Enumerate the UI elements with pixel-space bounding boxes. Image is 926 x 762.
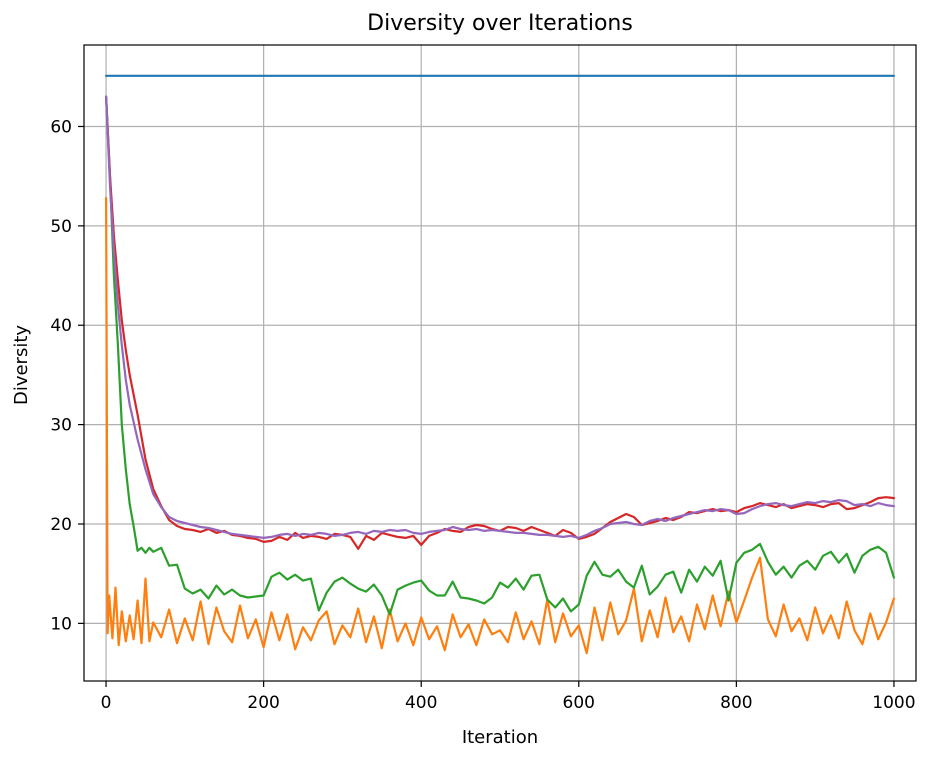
x-tick-label: 200 [247, 693, 279, 713]
series-line-3 [104, 95, 896, 616]
y-tick-label: 20 [50, 515, 72, 535]
series-lines [104, 74, 896, 655]
y-tick-label: 10 [50, 614, 72, 634]
series-line-5 [104, 95, 896, 540]
y-tick-label: 30 [50, 416, 72, 436]
x-tick-label: 0 [101, 693, 112, 713]
grid-lines [84, 45, 916, 681]
x-tick-label: 600 [563, 693, 595, 713]
chart-title: Diversity over Iterations [367, 11, 633, 36]
y-tick-label: 50 [50, 217, 72, 237]
y-tick-label: 40 [50, 316, 72, 336]
y-axis-label: Diversity [11, 325, 32, 405]
x-axis-label: Iteration [462, 727, 538, 748]
axis-ticks: 0 200 400 600 800 1000 10 20 30 40 50 60 [50, 117, 915, 713]
y-tick-label: 60 [50, 117, 72, 137]
x-tick-label: 1000 [872, 693, 915, 713]
series-line-4 [104, 95, 896, 550]
x-tick-label: 400 [405, 693, 437, 713]
series-line-2 [104, 196, 896, 655]
x-tick-label: 800 [720, 693, 752, 713]
plot-frame [83, 44, 917, 682]
